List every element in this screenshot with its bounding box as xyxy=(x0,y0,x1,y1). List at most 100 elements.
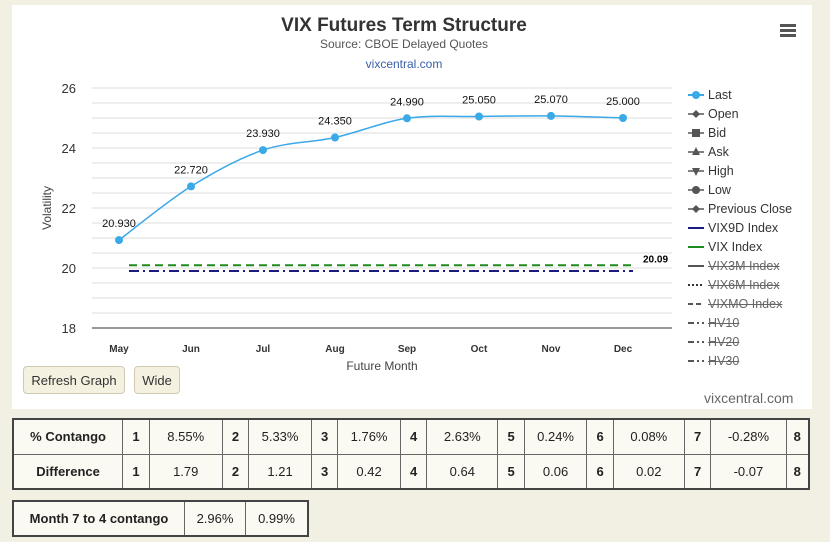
month-number: 4 xyxy=(399,418,428,455)
contango-value: 0.08% xyxy=(612,418,685,455)
data-label: 24.350 xyxy=(318,116,352,128)
legend-item[interactable]: VIX3M Index xyxy=(688,256,812,275)
term-structure-chart: 18 20 22 24 26 May Jun Jul Aug Sep Oct Nov Dec Future… xyxy=(40,81,672,373)
month-number: 5 xyxy=(497,453,525,490)
legend-item[interactable]: Previous Close xyxy=(688,199,812,218)
legend-label: HV10 xyxy=(708,315,740,330)
legend-item[interactable]: Low xyxy=(688,180,812,199)
legend-symbol-icon xyxy=(688,340,704,343)
month7to4-label: Month 7 to 4 contango xyxy=(12,500,185,537)
contango-value: 0.06 xyxy=(523,453,588,490)
contango-value: 2.63% xyxy=(426,418,499,455)
row-label: % Contango xyxy=(12,418,124,455)
y-axis-title: Volatility xyxy=(40,186,54,230)
contango-value: 5.33% xyxy=(248,418,312,455)
legend-symbol-icon xyxy=(688,128,704,137)
month-number: 1 xyxy=(122,418,150,455)
legend-item[interactable]: VIX6M Index xyxy=(688,275,812,294)
legend-item[interactable]: Open xyxy=(688,104,812,123)
last-data-point xyxy=(115,236,123,245)
x-axis-title: Future Month xyxy=(346,359,417,373)
month-number: 6 xyxy=(586,418,614,455)
legend-label: VIX Index xyxy=(708,239,763,254)
legend-label: High xyxy=(708,163,734,178)
contango-value: 0.02 xyxy=(612,453,685,490)
contango-value: -0.28% xyxy=(710,418,787,455)
month-number: 7 xyxy=(683,453,712,490)
data-label: 24.990 xyxy=(390,96,424,108)
watermark: vixcentral.com xyxy=(704,390,794,406)
y-tick-label: 20 xyxy=(62,261,76,276)
y-tick-label: 24 xyxy=(62,141,76,156)
last-data-point xyxy=(619,114,627,122)
data-label: 23.930 xyxy=(246,128,280,140)
data-label: 25.070 xyxy=(534,94,568,106)
month-number: 3 xyxy=(310,453,339,490)
legend-item[interactable]: HV10 xyxy=(688,313,812,332)
legend-label: VIX6M Index xyxy=(708,277,780,292)
last-data-point xyxy=(475,112,483,121)
legend-item[interactable]: VIX9D Index xyxy=(688,218,812,237)
last-data-point xyxy=(547,111,555,120)
last-data-point xyxy=(403,114,411,123)
legend-item[interactable]: Ask xyxy=(688,142,812,161)
legend-label: HV20 xyxy=(708,334,740,349)
contango-value: -0.07 xyxy=(710,453,787,490)
chart-panel: VIX Futures Term Structure Source: CBOE … xyxy=(12,5,812,409)
x-tick-label: Oct xyxy=(471,344,488,355)
site-link[interactable]: vixcentral.com xyxy=(365,57,443,71)
month-number: 4 xyxy=(399,453,428,490)
legend-symbol-icon xyxy=(688,302,704,305)
month-number: 8 xyxy=(785,418,810,455)
y-tick-label: 22 xyxy=(62,201,76,216)
legend-label: Previous Close xyxy=(708,201,793,216)
contango-value: 1.79 xyxy=(148,453,223,490)
legend-item[interactable]: VIX Index xyxy=(688,237,812,256)
legend-label: Low xyxy=(708,182,731,197)
legend-label: VIXMO Index xyxy=(708,296,783,311)
month-number: 2 xyxy=(221,453,250,490)
legend-item[interactable]: Bid xyxy=(688,123,812,142)
x-tick-label: Sep xyxy=(398,344,416,355)
x-tick-label: Dec xyxy=(614,344,633,355)
last-data-point xyxy=(187,182,195,191)
legend-label: Bid xyxy=(708,125,727,140)
legend-symbol-icon xyxy=(688,283,704,286)
contango-value: 1.21 xyxy=(248,453,312,490)
legend-symbol-icon xyxy=(688,90,704,99)
data-label: 20.930 xyxy=(102,218,136,230)
legend-item[interactable]: HV30 xyxy=(688,351,812,370)
x-tick-label: Aug xyxy=(325,344,344,355)
legend-item[interactable]: HV20 xyxy=(688,332,812,351)
data-label: 25.050 xyxy=(462,95,496,107)
table-row: Difference 1 1.79 2 1.21 3 0.42 4 0.64 5 0.06 6 0.02… xyxy=(12,453,810,490)
row-label: Difference xyxy=(12,453,124,490)
data-label: 22.720 xyxy=(174,164,208,176)
x-tick-label: Jul xyxy=(256,344,271,355)
month-7-to-4-table: Month 7 to 4 contango 2.96% 0.99% xyxy=(12,500,309,537)
wide-button[interactable]: Wide xyxy=(134,366,180,394)
legend-symbol-icon xyxy=(688,245,704,248)
legend-item[interactable]: High xyxy=(688,161,812,180)
legend-symbol-icon xyxy=(688,146,704,155)
last-data-point xyxy=(331,133,339,142)
legend-item[interactable]: VIXMO Index xyxy=(688,294,812,313)
legend-label: Last xyxy=(708,87,732,102)
refresh-graph-button[interactable]: Refresh Graph xyxy=(23,366,125,394)
contango-table: % Contango 1 8.55% 2 5.33% 3 1.76% 4 2.63% 5 0.24%… xyxy=(12,418,810,490)
contango-value: 1.76% xyxy=(337,418,401,455)
chart-subtitle: Source: CBOE Delayed Quotes xyxy=(319,37,489,51)
contango-value: 8.55% xyxy=(148,418,223,455)
contango-value: 0.24% xyxy=(523,418,588,455)
chart-legend: Last Open Bid Ask High Low Previous Close VIX9D… xyxy=(688,85,812,370)
legend-symbol-icon xyxy=(688,359,704,362)
legend-symbol-icon xyxy=(688,109,704,118)
legend-label: Ask xyxy=(708,144,729,159)
legend-item[interactable]: Last xyxy=(688,85,812,104)
contango-value: 0.64 xyxy=(426,453,499,490)
legend-symbol-icon xyxy=(688,185,704,194)
legend-label: HV30 xyxy=(708,353,740,368)
hamburger-menu-icon[interactable] xyxy=(780,24,796,38)
vix-index-label: 20.09 xyxy=(643,254,668,265)
legend-label: VIX3M Index xyxy=(708,258,780,273)
